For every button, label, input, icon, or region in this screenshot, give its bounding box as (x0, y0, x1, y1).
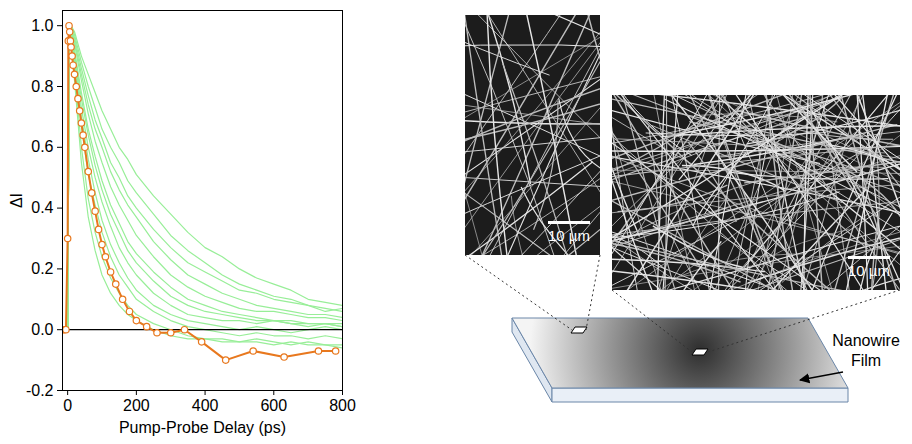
svg-text:200: 200 (123, 397, 150, 414)
svg-text:10 µm: 10 µm (548, 227, 590, 244)
svg-text:0: 0 (63, 397, 72, 414)
svg-text:1.0: 1.0 (31, 17, 53, 34)
svg-text:NanowireFilm: NanowireFilm (832, 332, 900, 369)
svg-text:ΔI: ΔI (8, 193, 25, 208)
svg-text:-0.2: -0.2 (26, 382, 54, 399)
svg-text:600: 600 (260, 397, 287, 414)
svg-text:800: 800 (329, 397, 356, 414)
svg-text:0.2: 0.2 (31, 260, 53, 277)
svg-text:400: 400 (192, 397, 219, 414)
svg-text:Pump-Probe Delay (ps): Pump-Probe Delay (ps) (119, 419, 286, 436)
svg-text:10 µm: 10 µm (848, 262, 890, 279)
svg-text:0.8: 0.8 (31, 78, 53, 95)
svg-text:0.0: 0.0 (31, 321, 53, 338)
svg-text:0.6: 0.6 (31, 138, 53, 155)
svg-text:0.4: 0.4 (31, 199, 53, 216)
